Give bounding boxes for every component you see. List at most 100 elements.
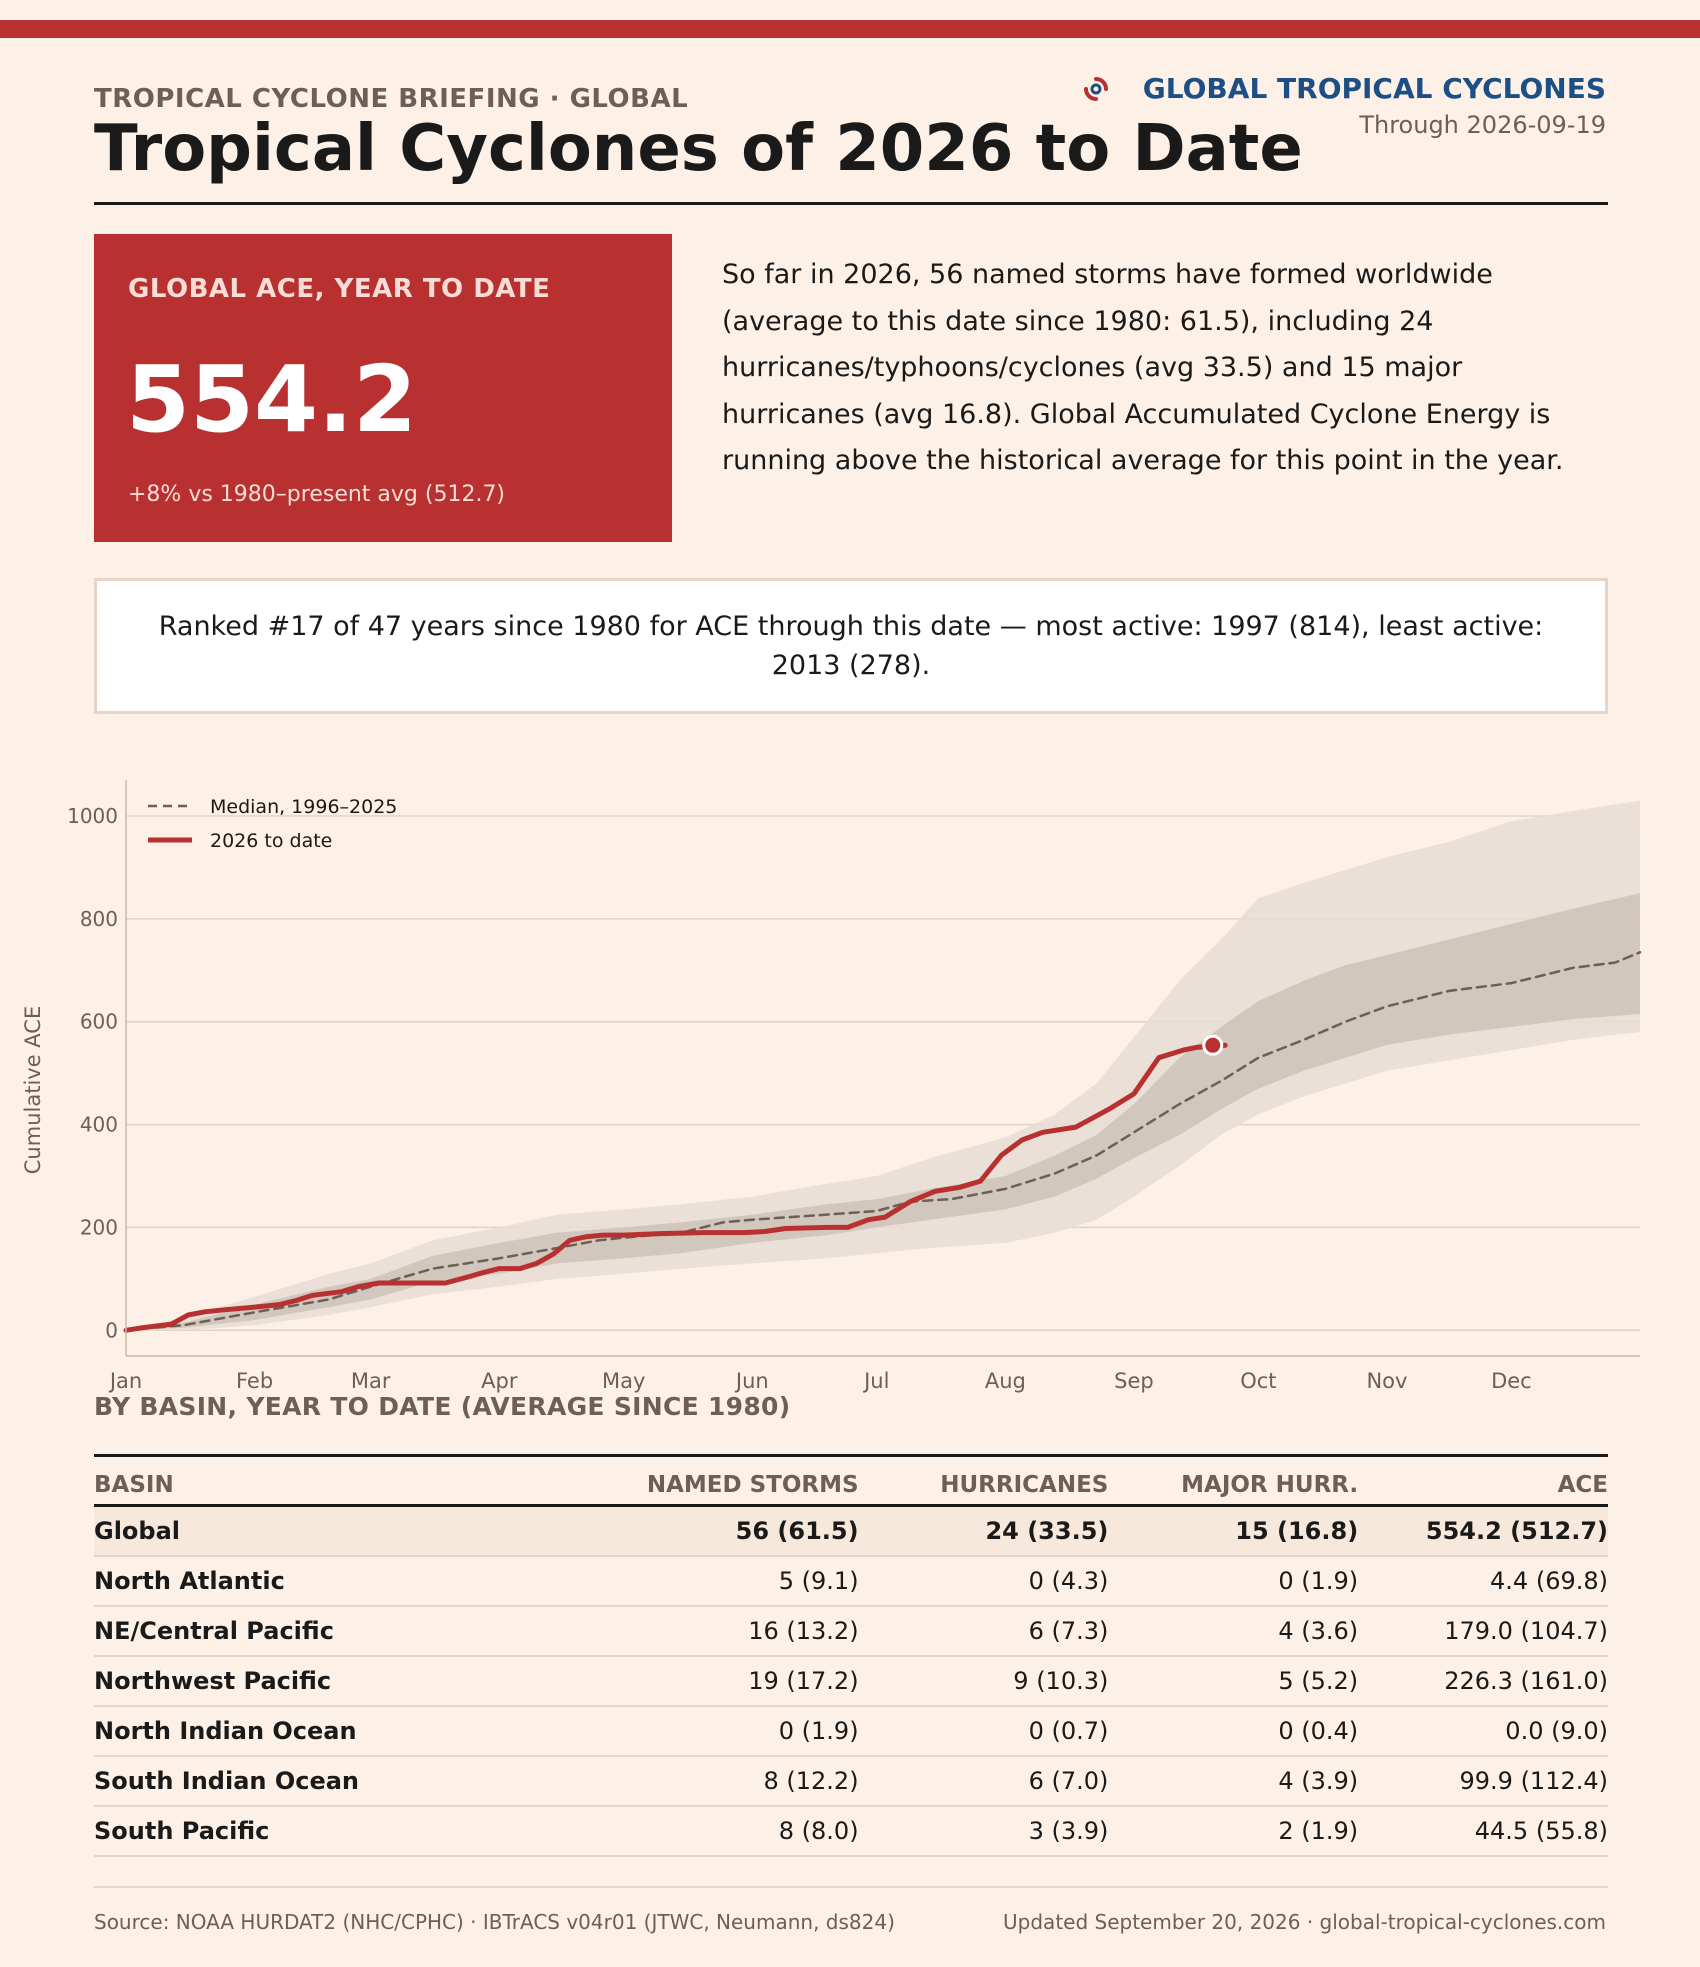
- table-cell: 0 (0.7): [858, 1705, 1109, 1757]
- table-cell: 0 (4.3): [858, 1555, 1109, 1607]
- footer-source: Source: NOAA HURDAT2 (NHC/CPHC) · IBTrAC…: [94, 1910, 895, 1934]
- x-tick-label: Nov: [1366, 1369, 1407, 1393]
- current-point-marker: [1202, 1034, 1224, 1056]
- x-tick-label: Feb: [236, 1369, 273, 1393]
- chart-legend: Median, 1996–2025 2026 to date: [148, 796, 397, 852]
- brand-block: GLOBAL TROPICAL CYCLONES Through 2026-09…: [1083, 72, 1606, 139]
- page-kicker: TROPICAL CYCLONE BRIEFING · GLOBAL: [94, 84, 689, 114]
- basin-name-cell: South Pacific: [94, 1805, 609, 1857]
- y-tick-label: 400: [80, 1113, 118, 1137]
- x-tick-label: Sep: [1114, 1369, 1154, 1393]
- basin-name-cell: North Atlantic: [94, 1555, 609, 1607]
- basin-name-cell: Global: [94, 1505, 609, 1557]
- basin-name-cell: Northwest Pacific: [94, 1655, 609, 1707]
- chart-bands: [126, 800, 1640, 1331]
- x-tick-label: Mar: [351, 1369, 391, 1393]
- ace-label: GLOBAL ACE, YEAR TO DATE: [128, 274, 551, 304]
- column-header: MAJOR HURR.: [1108, 1455, 1359, 1507]
- table-row: Northwest Pacific 19 (17.2) 9 (10.3) 5 (5.2…: [94, 1655, 1608, 1707]
- x-tick-label: Jan: [108, 1369, 142, 1393]
- table-cell: 0 (1.9): [1108, 1555, 1359, 1607]
- table-cell: 179.0 (104.7): [1358, 1605, 1608, 1657]
- basin-table: BASIN NAMED STORMS HURRICANES MAJOR HURR. AC…: [94, 1454, 1608, 1857]
- x-tick-label: Jul: [862, 1369, 889, 1393]
- table-cell: 15 (16.8): [1108, 1505, 1359, 1557]
- table-cell: 0.0 (9.0): [1358, 1705, 1608, 1757]
- y-tick-label: 200: [80, 1215, 118, 1239]
- column-header: NAMED STORMS: [608, 1455, 859, 1507]
- y-axis-label: Cumulative ACE: [21, 1006, 45, 1174]
- table-cell: 5 (5.2): [1108, 1655, 1359, 1707]
- table-row: North Atlantic 5 (9.1) 0 (4.3) 0 (1.9) 4.4 (…: [94, 1555, 1608, 1607]
- table-row: South Indian Ocean 8 (12.2) 6 (7.0) 4 (3.9)…: [94, 1755, 1608, 1807]
- basin-name-cell: North Indian Ocean: [94, 1705, 609, 1757]
- y-tick-label: 0: [105, 1318, 118, 1342]
- table-cell: 2 (1.9): [1108, 1805, 1359, 1857]
- table-cell: 24 (33.5): [858, 1505, 1109, 1557]
- y-tick-label: 600: [80, 1010, 118, 1034]
- cyclone-icon: [1083, 76, 1108, 101]
- title-divider: [94, 202, 1608, 205]
- table-header-row: BASIN NAMED STORMS HURRICANES MAJOR HURR. AC…: [94, 1455, 1608, 1507]
- basin-name-cell: South Indian Ocean: [94, 1755, 609, 1807]
- ace-value: 554.2: [126, 346, 418, 453]
- table-cell: 8 (12.2): [608, 1755, 859, 1807]
- rank-text: Ranked #17 of 47 years since 1980 for AC…: [158, 611, 1544, 681]
- x-tick-label: May: [602, 1369, 645, 1393]
- table-cell: 8 (8.0): [608, 1805, 859, 1857]
- y-tick-label: 1000: [67, 804, 118, 828]
- x-tick-label: Jun: [734, 1369, 769, 1393]
- current-year-line: [123, 1042, 1228, 1333]
- y-tick-label: 800: [80, 907, 118, 931]
- page-title: Tropical Cyclones of 2026 to Date: [94, 112, 1303, 186]
- brand-link[interactable]: GLOBAL TROPICAL CYCLONES: [1083, 72, 1606, 105]
- table-cell: 3 (3.9): [858, 1805, 1109, 1857]
- x-tick-label: Apr: [481, 1369, 518, 1393]
- top-accent-bar: [0, 20, 1700, 38]
- chart-lines: [123, 951, 1642, 1333]
- band-outer: [126, 800, 1640, 1331]
- legend-current-label: 2026 to date: [210, 830, 332, 852]
- chart-axes: 0 200 400 600 800 1000 Jan Feb Mar Apr May Jun Jul Au…: [21, 780, 1640, 1393]
- x-tick-label: Dec: [1491, 1369, 1532, 1393]
- column-header: HURRICANES: [858, 1455, 1109, 1507]
- table-cell: 16 (13.2): [608, 1605, 859, 1657]
- legend-median-label: Median, 1996–2025: [210, 796, 397, 818]
- x-tick-label: Aug: [985, 1369, 1026, 1393]
- table-cell: 56 (61.5): [608, 1505, 859, 1557]
- basin-name-cell: NE/Central Pacific: [94, 1605, 609, 1657]
- footer-updated: Updated September 20, 2026 · global-trop…: [1003, 1910, 1606, 1934]
- table-cell: 0 (0.4): [1108, 1705, 1359, 1757]
- table-cell: 44.5 (55.8): [1358, 1805, 1608, 1857]
- footer-divider: [94, 1886, 1608, 1888]
- band-inner: [126, 893, 1640, 1331]
- table-row: NE/Central Pacific 16 (13.2) 6 (7.3) 4 (3.6…: [94, 1605, 1608, 1657]
- table-cell: 4 (3.6): [1108, 1605, 1359, 1657]
- table-cell: 4 (3.9): [1108, 1755, 1359, 1807]
- summary-text: So far in 2026, 56 named storms have for…: [722, 259, 1564, 476]
- table-cell: 99.9 (112.4): [1358, 1755, 1608, 1807]
- brand-name: GLOBAL TROPICAL CYCLONES: [1142, 72, 1606, 105]
- column-header: ACE: [1358, 1455, 1608, 1507]
- median-line: [124, 951, 1642, 1332]
- ace-chart: 0 200 400 600 800 1000 Jan Feb Mar Apr May Jun Jul Au…: [21, 780, 1642, 1393]
- table-cell: 554.2 (512.7): [1358, 1505, 1608, 1557]
- table-cell: 6 (7.0): [858, 1755, 1109, 1807]
- table-cell: 9 (10.3): [858, 1655, 1109, 1707]
- table-cell: 6 (7.3): [858, 1605, 1109, 1657]
- ace-delta: +8% vs 1980–present avg (512.7): [128, 482, 506, 507]
- table-body: Global 56 (61.5) 24 (33.5) 15 (16.8) 554.2 (…: [94, 1505, 1608, 1857]
- table-cell: 19 (17.2): [608, 1655, 859, 1707]
- table-title: BY BASIN, YEAR TO DATE (AVERAGE SINCE 19…: [94, 1392, 791, 1421]
- through-date: Through 2026-09-19: [1359, 111, 1606, 139]
- table-cell: 5 (9.1): [608, 1555, 859, 1607]
- table-cell: 4.4 (69.8): [1358, 1555, 1608, 1607]
- x-tick-label: Oct: [1240, 1369, 1276, 1393]
- table-cell: 226.3 (161.0): [1358, 1655, 1608, 1707]
- table-cell: 0 (1.9): [608, 1705, 859, 1757]
- rank-callout: Ranked #17 of 47 years since 1980 for AC…: [94, 578, 1608, 714]
- column-header: BASIN: [94, 1455, 609, 1507]
- table-row: Global 56 (61.5) 24 (33.5) 15 (16.8) 554.2 (…: [94, 1505, 1608, 1557]
- ace-summary-card: GLOBAL ACE, YEAR TO DATE 554.2 +8% vs 19…: [94, 234, 672, 542]
- table-row: North Indian Ocean 0 (1.9) 0 (0.7) 0 (0.4) 0…: [94, 1705, 1608, 1757]
